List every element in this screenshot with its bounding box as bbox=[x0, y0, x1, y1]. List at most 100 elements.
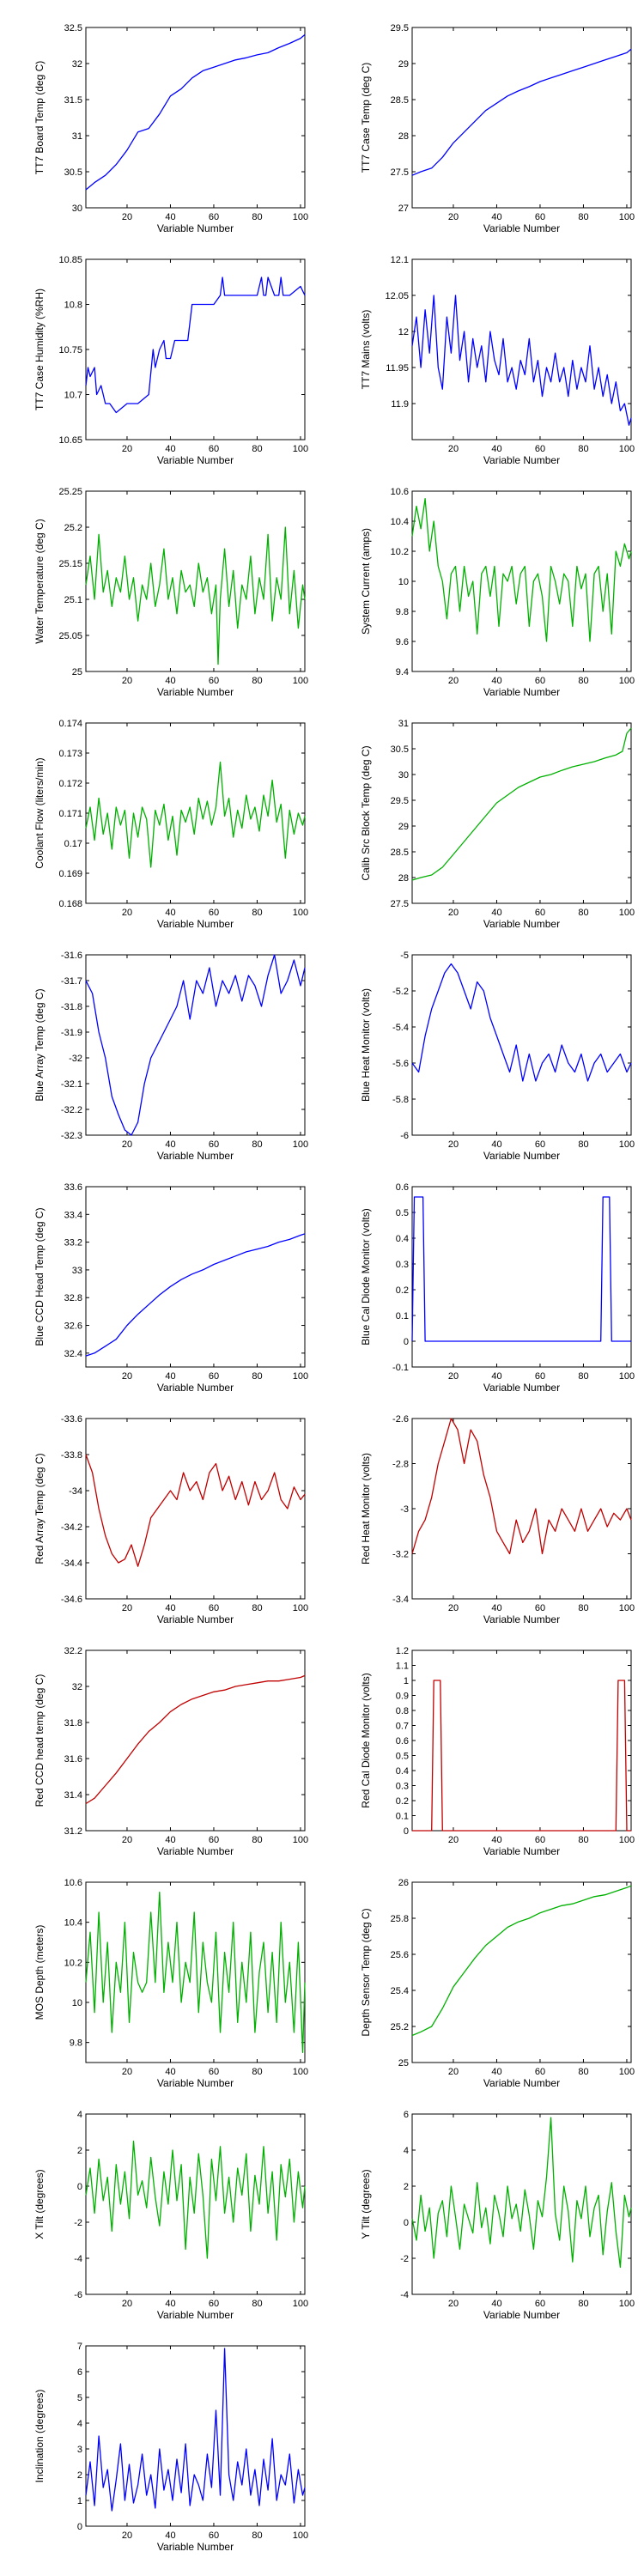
y-tick-label: 31.6 bbox=[64, 1754, 82, 1765]
x-axis-label: Variable Number bbox=[157, 918, 234, 930]
x-axis-label: Variable Number bbox=[157, 222, 234, 234]
y-tick-label: 6 bbox=[77, 2367, 82, 2378]
y-axis-label: MOS Depth (meters) bbox=[33, 1925, 46, 2020]
x-tick-label: 100 bbox=[293, 1139, 308, 1150]
y-tick-label: 29 bbox=[398, 59, 409, 70]
chart-panel-6: 20 40 60 80 100 9.4 9.6 9.8 10 10.2 10.4 10.6 Variab… bbox=[360, 487, 635, 698]
y-tick-label: 25.15 bbox=[58, 559, 82, 569]
y-tick-label: 28.5 bbox=[391, 95, 409, 106]
y-tick-label: -5.4 bbox=[392, 1023, 409, 1033]
y-axis-label: Coolant Flow (liters/min) bbox=[33, 757, 46, 868]
x-tick-label: 80 bbox=[252, 1835, 262, 1845]
x-tick-label: 100 bbox=[619, 2067, 635, 2077]
y-axis-label: Blue Heat Monitor (volts) bbox=[360, 988, 372, 1102]
x-tick-label: 60 bbox=[209, 2299, 219, 2309]
y-tick-label: 29 bbox=[398, 822, 409, 832]
y-tick-label: -3.4 bbox=[392, 1595, 409, 1605]
y-tick-label: 0 bbox=[404, 2218, 409, 2228]
x-axis-label: Variable Number bbox=[483, 222, 560, 234]
plot-frame bbox=[85, 954, 306, 1136]
x-tick-label: 100 bbox=[619, 1371, 635, 1382]
x-tick-label: 60 bbox=[209, 444, 219, 454]
y-tick-label: -32.1 bbox=[61, 1079, 82, 1090]
x-tick-label: 100 bbox=[293, 2067, 308, 2077]
y-tick-label: 10 bbox=[398, 577, 409, 587]
y-tick-label: 25.1 bbox=[64, 595, 82, 605]
x-tick-label: 60 bbox=[209, 212, 219, 222]
y-tick-label: -5 bbox=[400, 951, 409, 961]
x-axis-label: Variable Number bbox=[157, 2077, 234, 2089]
chart-panel-14: 20 40 60 80 100 -3.4 -3.2 -3 -2.8 -2.6 Variable Nu… bbox=[360, 1414, 635, 1625]
y-tick-label: 25.2 bbox=[64, 523, 82, 533]
y-tick-label: -2.8 bbox=[392, 1460, 409, 1470]
x-tick-label: 80 bbox=[578, 1603, 588, 1613]
x-tick-label: 100 bbox=[619, 444, 635, 454]
x-tick-label: 20 bbox=[448, 1835, 459, 1845]
chart-panel-11: 20 40 60 80 100 32.4 32.6 32.8 33 33.2 33.4 33.6 Var… bbox=[33, 1182, 308, 1394]
x-axis-label: Variable Number bbox=[157, 2541, 234, 2553]
y-axis-label: Red Array Temp (deg C) bbox=[33, 1453, 46, 1564]
x-axis-label: Variable Number bbox=[157, 454, 234, 466]
y-tick-label: 0.5 bbox=[396, 1208, 409, 1218]
y-tick-label: 10.75 bbox=[58, 345, 82, 355]
y-tick-label: -5.6 bbox=[392, 1059, 409, 1069]
x-tick-label: 40 bbox=[165, 676, 175, 686]
x-tick-label: 40 bbox=[165, 2067, 175, 2077]
y-tick-label: -34 bbox=[69, 1486, 82, 1497]
x-tick-label: 20 bbox=[122, 1603, 132, 1613]
plot-frame bbox=[85, 1418, 306, 1600]
x-tick-label: 40 bbox=[491, 444, 501, 454]
y-tick-label: 2 bbox=[77, 2146, 82, 2156]
y-axis-label: TT7 Board Temp (deg C) bbox=[33, 61, 46, 175]
x-tick-label: 60 bbox=[209, 908, 219, 918]
y-tick-label: 29.5 bbox=[391, 796, 409, 806]
x-tick-label: 100 bbox=[293, 2530, 308, 2541]
series-line bbox=[85, 33, 306, 191]
y-tick-label: -34.2 bbox=[61, 1522, 82, 1533]
x-tick-label: 20 bbox=[448, 444, 459, 454]
y-tick-label: 10 bbox=[72, 1998, 82, 2008]
y-tick-label: 32.8 bbox=[64, 1293, 82, 1303]
series-line bbox=[85, 1674, 306, 1805]
y-tick-label: -32.3 bbox=[61, 1131, 82, 1141]
y-tick-label: 1 bbox=[77, 2496, 82, 2506]
y-tick-label: 0.169 bbox=[58, 869, 82, 879]
x-axis-label: Variable Number bbox=[157, 686, 234, 698]
x-tick-label: 40 bbox=[165, 1371, 175, 1382]
y-tick-label: -31.9 bbox=[61, 1028, 82, 1038]
y-tick-label: 33.4 bbox=[64, 1210, 82, 1220]
x-tick-label: 20 bbox=[122, 444, 132, 454]
y-tick-label: 10.85 bbox=[58, 255, 82, 265]
x-tick-label: 60 bbox=[535, 444, 545, 454]
y-axis-label: Blue Cal Diode Monitor (volts) bbox=[360, 1208, 372, 1345]
y-tick-label: 25 bbox=[398, 2058, 409, 2069]
x-tick-label: 100 bbox=[619, 1603, 635, 1613]
x-tick-label: 60 bbox=[209, 1371, 219, 1382]
x-tick-label: 40 bbox=[491, 1603, 501, 1613]
y-tick-label: 32.5 bbox=[64, 23, 82, 33]
x-tick-label: 20 bbox=[122, 2530, 132, 2541]
x-tick-label: 60 bbox=[535, 1835, 545, 1845]
y-tick-label: -5.2 bbox=[392, 987, 409, 997]
plot-frame bbox=[411, 1649, 632, 1832]
series-line bbox=[85, 954, 306, 1136]
x-tick-label: 80 bbox=[252, 444, 262, 454]
y-tick-label: 27.5 bbox=[391, 899, 409, 909]
x-tick-label: 100 bbox=[293, 1835, 308, 1845]
x-tick-label: 40 bbox=[165, 1139, 175, 1150]
x-axis-label: Variable Number bbox=[483, 686, 560, 698]
y-tick-label: 31 bbox=[398, 719, 409, 729]
y-tick-label: 25.8 bbox=[391, 1914, 409, 1924]
y-tick-label: -2 bbox=[400, 2254, 409, 2264]
x-tick-label: 40 bbox=[165, 1835, 175, 1845]
x-axis-label: Variable Number bbox=[157, 2309, 234, 2321]
y-tick-label: 7 bbox=[77, 2342, 82, 2352]
y-tick-label: -2.6 bbox=[392, 1414, 409, 1425]
y-tick-label: -4 bbox=[400, 2290, 409, 2300]
x-axis-label: Variable Number bbox=[483, 1150, 560, 1162]
x-tick-label: 40 bbox=[165, 2299, 175, 2309]
y-tick-label: 12.05 bbox=[385, 291, 409, 301]
plot-frame bbox=[411, 954, 632, 1136]
series-line bbox=[411, 1418, 632, 1555]
plot-frame bbox=[85, 490, 306, 672]
